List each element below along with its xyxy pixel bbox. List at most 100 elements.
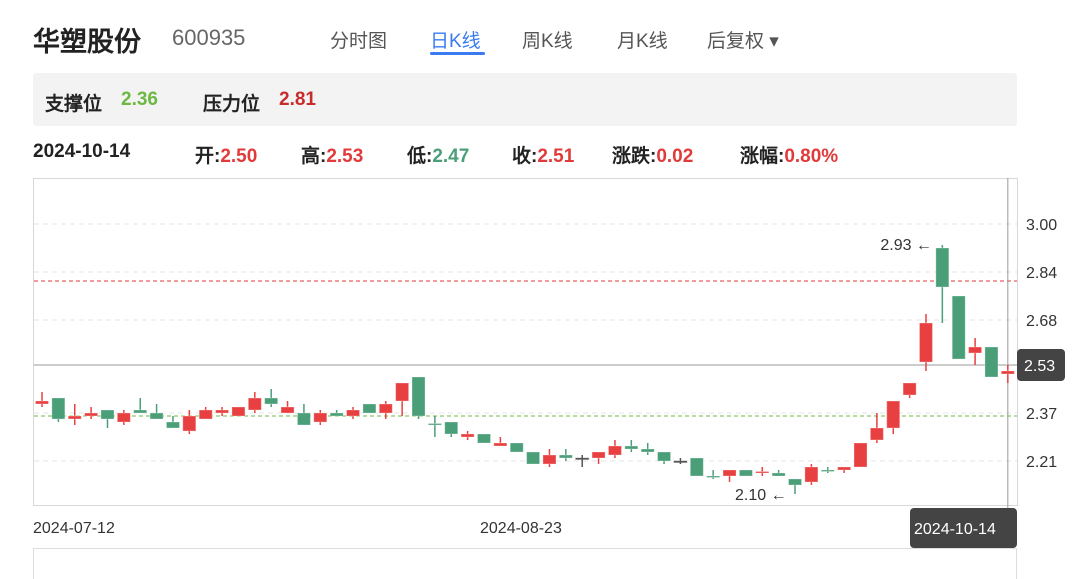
x-tick-label: 2024-07-12 bbox=[33, 520, 115, 537]
candle-body bbox=[722, 469, 737, 477]
candle-body bbox=[984, 346, 999, 378]
candle-body bbox=[395, 382, 410, 402]
candle-body bbox=[165, 421, 180, 429]
candle-body bbox=[247, 397, 262, 411]
kline-chart[interactable]: 3.00 2.84 2.68 2.53 2.37 2.21 2.93 ← 2.10 ← 2024… bbox=[0, 178, 1080, 562]
candle-body bbox=[182, 415, 197, 432]
change-value: 0.02 bbox=[656, 146, 694, 167]
chart-frame bbox=[33, 178, 1018, 506]
candle-body bbox=[460, 433, 475, 438]
stock-code: 600935 bbox=[172, 25, 246, 50]
x-tick-label: 2024-08-23 bbox=[480, 520, 562, 537]
candle-body bbox=[657, 451, 672, 462]
candle-body bbox=[133, 409, 148, 414]
candle-body bbox=[346, 409, 361, 417]
candle-body bbox=[116, 412, 131, 423]
candle-body bbox=[362, 403, 377, 414]
candle-body bbox=[51, 397, 66, 420]
candle-body bbox=[493, 442, 508, 447]
tab-monthly-k[interactable]: 月K线 bbox=[617, 31, 668, 52]
candle-body bbox=[935, 247, 950, 288]
candle-body bbox=[1000, 370, 1015, 375]
candle-body bbox=[788, 478, 803, 486]
candle-body bbox=[837, 466, 852, 471]
low-quote: 低:2.47 bbox=[407, 141, 469, 168]
candle-body bbox=[378, 403, 393, 414]
close-label: 收: bbox=[512, 146, 538, 167]
candle-body bbox=[673, 460, 688, 463]
candle-body bbox=[149, 412, 164, 420]
crosshair-date-label: 2024-10-14 bbox=[914, 521, 996, 538]
candle-body bbox=[542, 454, 557, 465]
adjustment-dropdown[interactable]: 后复权 ▾ bbox=[707, 31, 779, 52]
candle-body bbox=[313, 412, 328, 423]
candle-body bbox=[869, 427, 884, 441]
candle-body bbox=[329, 412, 344, 417]
change-quote: 涨跌:0.02 bbox=[612, 141, 693, 168]
pct-label: 涨幅: bbox=[740, 146, 785, 167]
candle-body bbox=[280, 406, 295, 414]
low-label: 低: bbox=[407, 146, 433, 167]
y-tick-label: 3.00 bbox=[1026, 217, 1057, 234]
candle-body bbox=[820, 469, 835, 472]
candle-body bbox=[509, 442, 524, 453]
high-value: 2.53 bbox=[326, 146, 364, 167]
low-value: 2.47 bbox=[432, 146, 470, 167]
candle-body bbox=[231, 406, 246, 417]
candle-body bbox=[755, 471, 770, 474]
candle-body bbox=[706, 475, 721, 478]
indicator-panel bbox=[33, 548, 1017, 579]
candle-body bbox=[264, 397, 279, 405]
candle-body bbox=[427, 423, 442, 426]
candle-body bbox=[853, 442, 868, 468]
candle-body bbox=[918, 322, 933, 363]
active-tab-indicator bbox=[430, 52, 485, 55]
min-price-label: 2.10 ← bbox=[735, 487, 787, 504]
close-value: 2.51 bbox=[537, 146, 575, 167]
candle-body bbox=[607, 445, 622, 456]
high-quote: 高:2.53 bbox=[301, 141, 363, 168]
pct-value: 0.80% bbox=[784, 146, 839, 167]
candle-body bbox=[84, 412, 99, 417]
open-label: 开: bbox=[195, 146, 221, 167]
candle-body bbox=[902, 382, 917, 396]
resistance-label: 压力位 bbox=[203, 94, 261, 115]
y-tick-label: 2.84 bbox=[1026, 265, 1057, 282]
date-tag bbox=[910, 508, 1017, 548]
open-quote: 开:2.50 bbox=[195, 141, 257, 168]
candle-body bbox=[575, 457, 590, 460]
candle-body bbox=[558, 454, 573, 459]
candle-body bbox=[886, 400, 901, 429]
candle-body bbox=[738, 469, 753, 477]
price-tag bbox=[1017, 349, 1065, 381]
candle-body bbox=[198, 409, 213, 420]
quote-date: 2024-10-14 bbox=[33, 141, 131, 162]
candle-body bbox=[640, 448, 655, 453]
y-tick-label: 2.37 bbox=[1026, 406, 1057, 423]
tab-weekly-k[interactable]: 周K线 bbox=[522, 31, 573, 52]
support-value: 2.36 bbox=[121, 89, 158, 110]
candle-body bbox=[591, 451, 606, 459]
resistance-value: 2.81 bbox=[279, 89, 316, 110]
candle-body bbox=[804, 466, 819, 483]
candle-body bbox=[689, 457, 704, 477]
y-tick-label: 2.68 bbox=[1026, 313, 1057, 330]
stock-name: 华塑股份 bbox=[33, 27, 141, 57]
candle-body bbox=[526, 451, 541, 465]
y-tick-label: 2.21 bbox=[1026, 454, 1057, 471]
pct-quote: 涨幅:0.80% bbox=[740, 141, 838, 168]
change-label: 涨跌: bbox=[612, 146, 657, 167]
candle-body bbox=[951, 295, 966, 360]
max-price-label: 2.93 ← bbox=[880, 237, 932, 254]
candle-body bbox=[624, 445, 639, 450]
tab-daily-k[interactable]: 日K线 bbox=[430, 31, 481, 52]
candle-body bbox=[100, 409, 115, 420]
candle-body bbox=[444, 421, 459, 435]
levels-panel bbox=[33, 73, 1017, 126]
candle-body bbox=[67, 415, 82, 420]
candle-body bbox=[771, 472, 786, 477]
close-quote: 收:2.51 bbox=[512, 141, 574, 168]
y-tick-label: 2.53 bbox=[1024, 358, 1055, 375]
tab-intraday[interactable]: 分时图 bbox=[330, 31, 388, 52]
open-value: 2.50 bbox=[220, 146, 258, 167]
